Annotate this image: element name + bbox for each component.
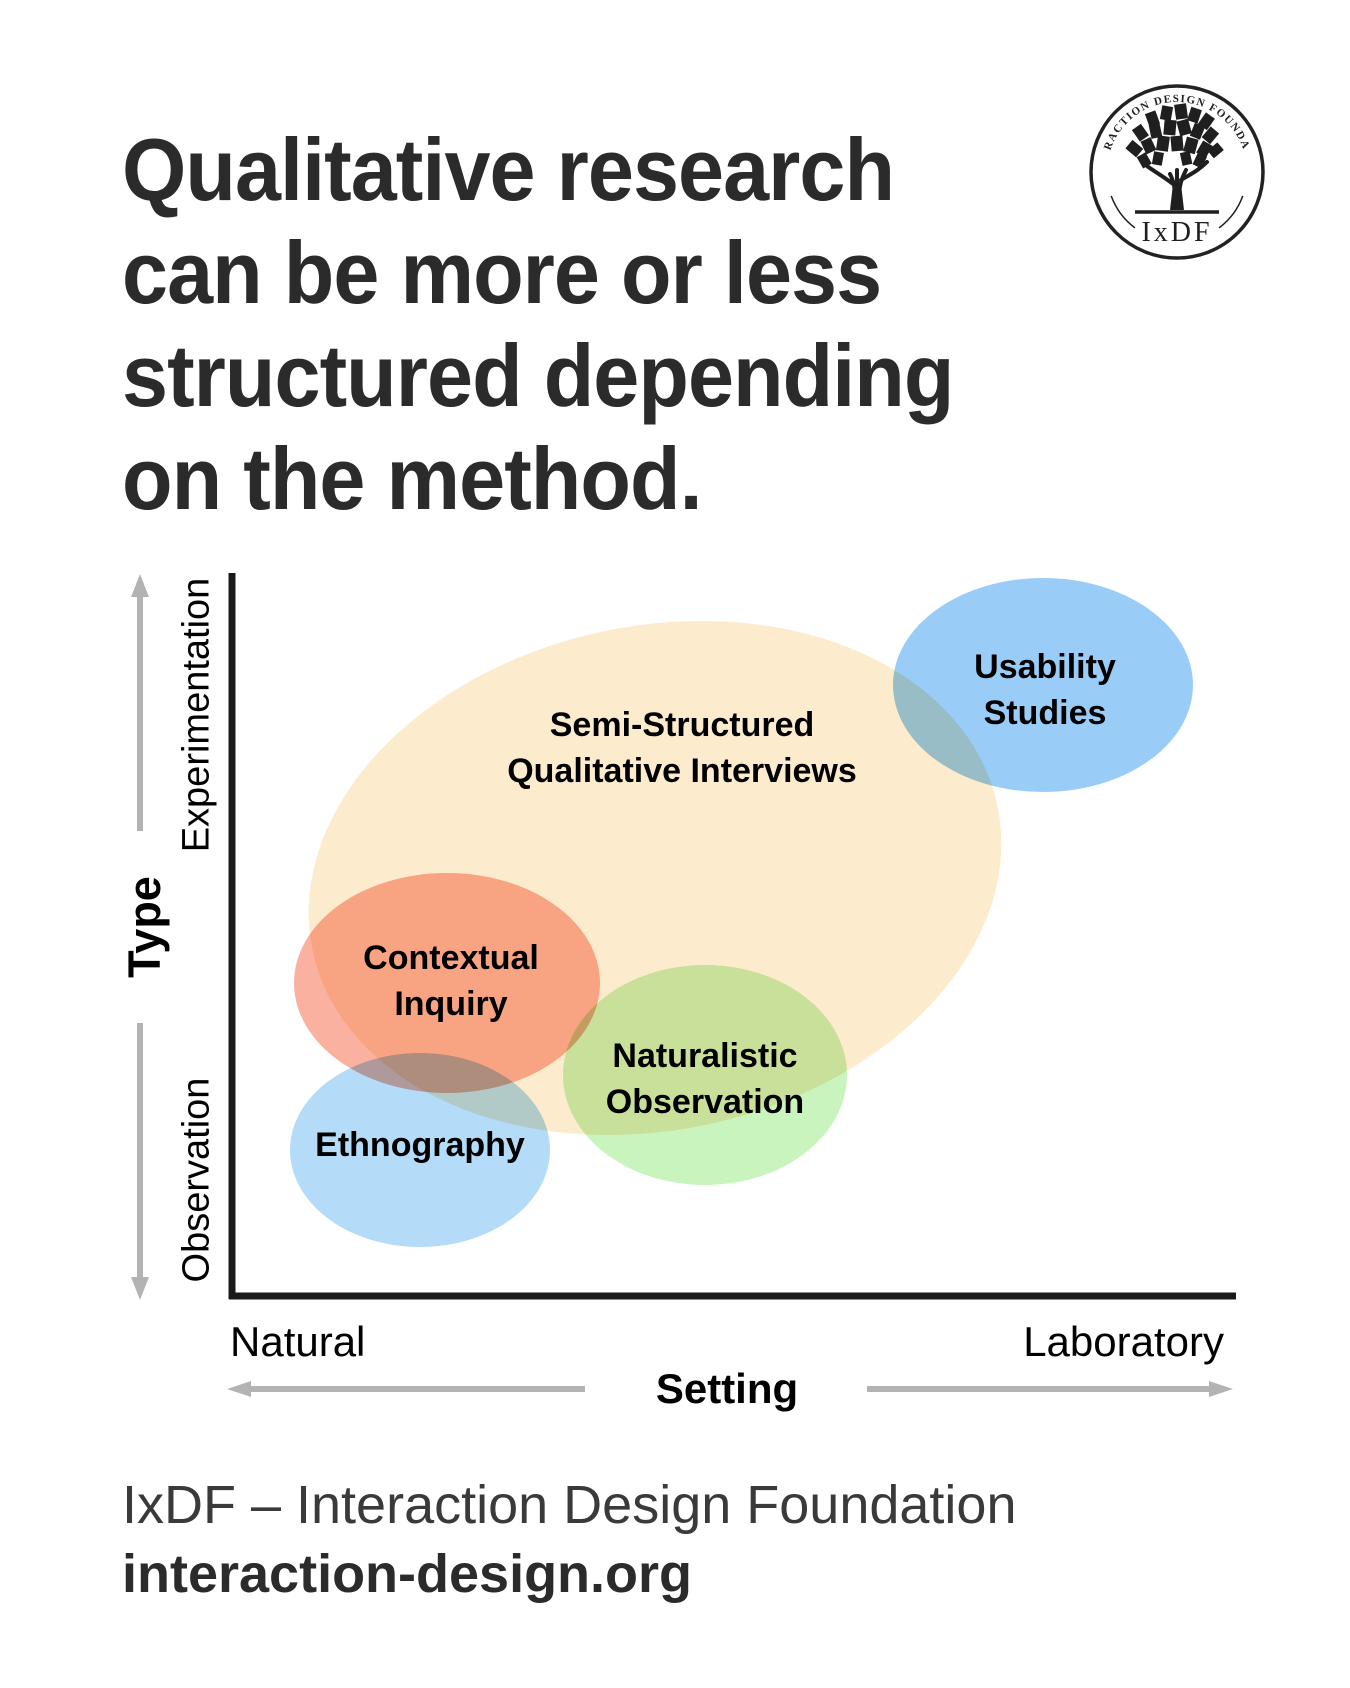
page-title: Qualitative research can be more or less… (122, 118, 954, 530)
y-arrow-up-icon (131, 574, 149, 597)
venn-ellipse-naturalistic (563, 965, 847, 1185)
x-axis-title: Setting (655, 1365, 799, 1412)
x-arrow-right-icon (1209, 1381, 1233, 1397)
venn-ellipse-contextual (294, 873, 600, 1093)
y-axis-title: Type (119, 876, 170, 978)
title-line: on the method. (122, 429, 703, 528)
method-label-usability: Usability Studies (974, 648, 1116, 732)
footer-organization: IxDF – Interaction Design Foundation (122, 1475, 1017, 1535)
footer-url: interaction-design.org (122, 1544, 693, 1604)
venn-ellipse-usability (893, 578, 1193, 792)
method-label-naturalistic: Naturalistic Observation (605, 1037, 805, 1121)
x-axis-right-label: Laboratory (1023, 1318, 1224, 1365)
tree-icon (1125, 103, 1224, 214)
method-label-contextual: Contextual Inquiry (363, 939, 539, 1023)
logo-right-arc (1218, 195, 1244, 229)
y-axis-top-label: Experimentation (175, 577, 218, 853)
venn-ellipse-interviews (308, 620, 1002, 1136)
method-label-interviews: Semi-Structured Qualitative Interviews (507, 706, 857, 790)
y-arrow-down-icon (131, 1277, 149, 1300)
title-line: structured depending (122, 326, 954, 425)
method-label-ethnography: Ethnography (315, 1126, 525, 1164)
logo-left-arc (1110, 195, 1136, 229)
title-line: Qualitative research (122, 120, 895, 219)
venn-ellipse-ethnography (290, 1053, 550, 1247)
logo-monogram: IxDF (1141, 217, 1212, 248)
y-axis-bottom-label: Observation (175, 1077, 218, 1283)
title-line: can be more or less (122, 223, 882, 322)
venn-ellipses (290, 578, 1193, 1247)
ixdf-logo-badge: INTERACTION DESIGN FOUNDATION IxDF (1087, 82, 1265, 260)
x-axis-left-label: Natural (230, 1318, 366, 1365)
x-arrow-left-icon (227, 1381, 251, 1397)
